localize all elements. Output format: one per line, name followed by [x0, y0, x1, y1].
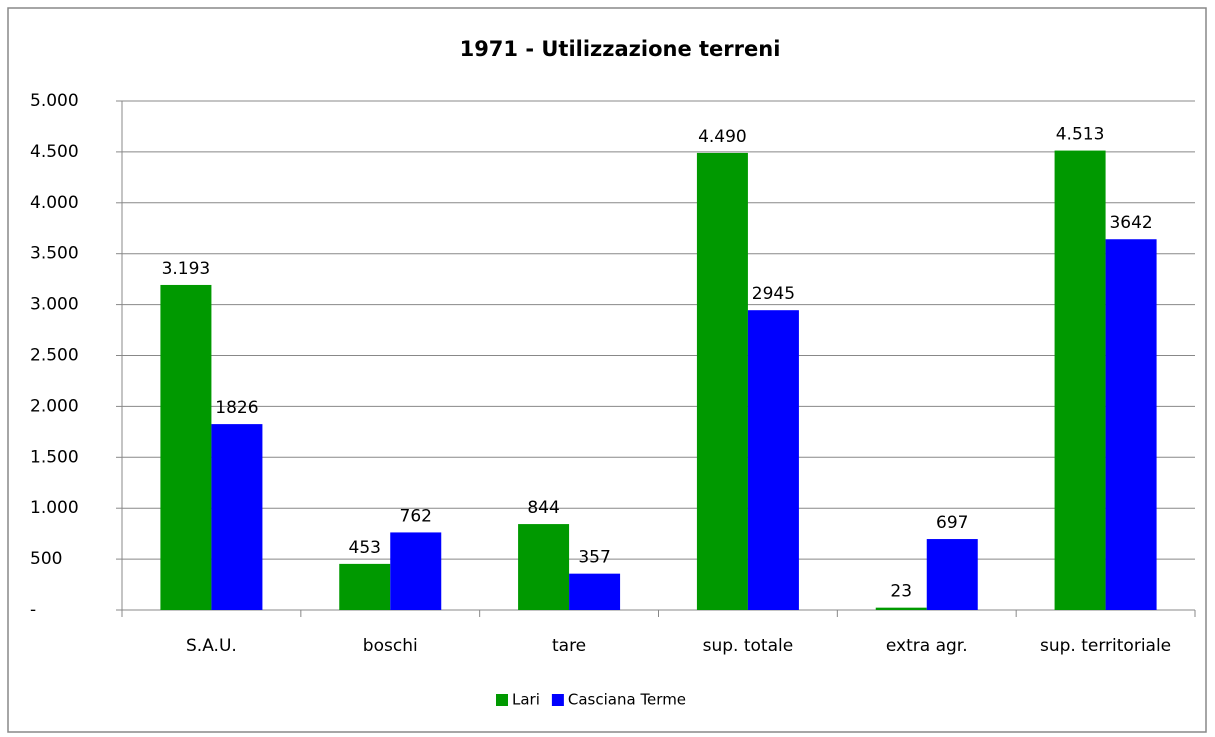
legend-swatch — [551, 694, 564, 706]
y-tick-label: 2.500 — [30, 346, 79, 366]
x-tick-label: tare — [552, 636, 586, 656]
data-label: 357 — [578, 548, 610, 568]
x-tick-label: S.A.U. — [186, 636, 237, 656]
y-tick-label: 1.500 — [30, 447, 79, 467]
data-label: 762 — [400, 506, 432, 526]
data-label: 844 — [527, 498, 559, 518]
bar — [875, 607, 927, 610]
y-tick-label: 3.500 — [30, 244, 79, 264]
x-tick-label: sup. territoriale — [1040, 636, 1171, 656]
y-tick-label: 4.500 — [30, 142, 79, 162]
y-tick-label: - — [30, 600, 36, 620]
data-label: 3642 — [1109, 213, 1152, 233]
legend-swatch — [496, 694, 508, 706]
data-label: 453 — [349, 538, 381, 558]
y-tick-label: 4.000 — [30, 193, 79, 213]
data-label: 1826 — [215, 398, 258, 418]
bar — [390, 532, 442, 610]
legend-label: Casciana Terme — [568, 691, 686, 709]
y-tick-label: 5.000 — [30, 91, 79, 111]
bar — [569, 573, 621, 610]
data-label: 4.513 — [1056, 125, 1105, 145]
x-tick-label: sup. totale — [703, 636, 794, 656]
data-label: 2945 — [752, 284, 795, 304]
data-label: 23 — [890, 582, 912, 602]
bar — [160, 284, 212, 610]
chart-title: 1971 - Utilizzazione terreni — [460, 37, 781, 61]
bar — [696, 152, 748, 610]
data-label: 4.490 — [698, 127, 747, 147]
bar — [339, 563, 391, 610]
data-label: 3.193 — [162, 259, 211, 279]
y-tick-label: 3.000 — [30, 295, 79, 315]
y-tick-label: 2.000 — [30, 396, 79, 416]
bar — [518, 524, 570, 610]
bar — [926, 539, 978, 610]
bar — [747, 310, 799, 610]
bar — [1054, 150, 1106, 610]
data-label: 697 — [936, 513, 968, 533]
bar — [1105, 239, 1157, 611]
legend-label: Lari — [512, 691, 540, 709]
bar — [211, 424, 263, 610]
x-tick-label: boschi — [363, 636, 418, 656]
x-tick-label: extra agr. — [886, 636, 968, 656]
y-tick-label: 500 — [30, 549, 62, 569]
y-tick-label: 1.000 — [30, 498, 79, 518]
